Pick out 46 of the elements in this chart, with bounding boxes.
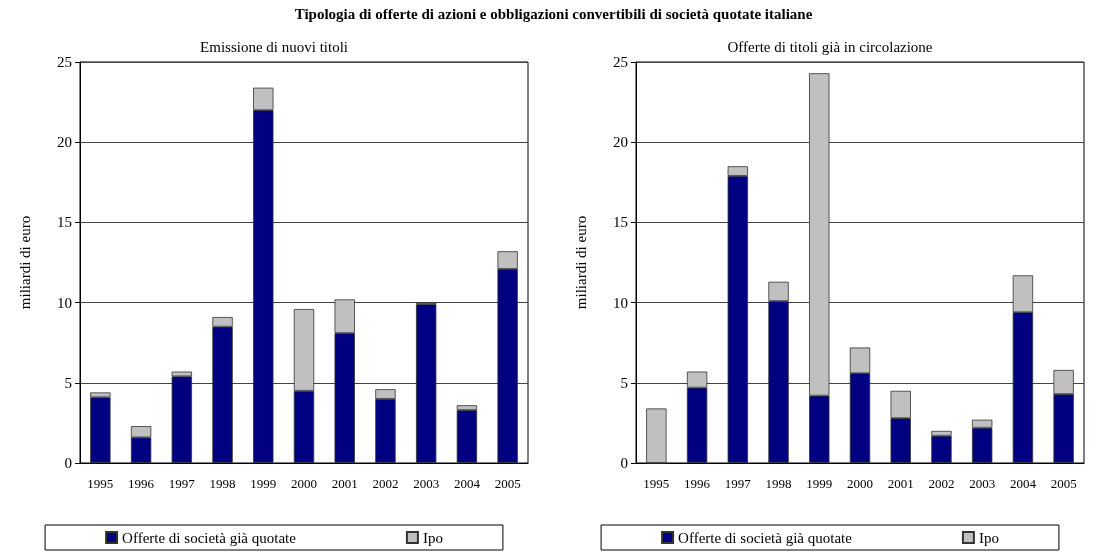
- y-tick-label: 20: [57, 134, 72, 151]
- x-tick-label: 2005: [1050, 476, 1077, 491]
- x-tick-label: 2004: [453, 476, 481, 491]
- chart-subtitle: Emissione di nuovi titoli: [200, 38, 348, 55]
- y-tick-label: 5: [620, 374, 628, 391]
- y-axis-title: miliardi di euro: [16, 215, 33, 310]
- x-tick-label: 2000: [291, 476, 317, 491]
- x-tick-label: 2002: [928, 476, 955, 491]
- x-tick-label: 1995: [87, 476, 114, 491]
- bar: [416, 304, 437, 463]
- y-tick-label: 0: [64, 455, 72, 471]
- x-tick-label: 2001: [887, 476, 914, 491]
- x-tick-label: 2005: [494, 476, 521, 491]
- legend-label: Ipo: [978, 529, 999, 546]
- y-tick-label: 5: [64, 374, 72, 391]
- y-tick-label: 10: [57, 294, 72, 311]
- y-tick-label: 15: [57, 214, 72, 231]
- x-tick-label: 2003: [969, 476, 996, 491]
- y-tick-label: 25: [57, 54, 72, 70]
- y-tick-label: 10: [613, 294, 628, 311]
- x-tick-label: 1999: [250, 476, 277, 491]
- x-tick-label: 1998: [765, 476, 792, 491]
- x-tick-label: 2004: [1009, 476, 1037, 491]
- x-tick-label: 1996: [128, 476, 155, 491]
- x-tick-label: 1998: [209, 476, 236, 491]
- y-axis-title: miliardi di euro: [572, 215, 589, 310]
- y-tick-label: 20: [613, 134, 628, 151]
- x-tick-label: 1997: [168, 476, 196, 491]
- y-tick-label: 0: [620, 455, 628, 471]
- x-tick-label: 2001: [331, 476, 358, 491]
- bar: [646, 408, 667, 463]
- x-tick-label: 2000: [847, 476, 873, 491]
- y-tick-label: 15: [613, 214, 628, 231]
- legend-label: Offerte di società già quotate: [122, 529, 297, 546]
- legend-label: Ipo: [422, 529, 443, 546]
- x-tick-label: 1996: [684, 476, 711, 491]
- y-tick-label: 25: [613, 54, 628, 70]
- x-tick-label: 1995: [643, 476, 670, 491]
- chart-title: Tipologia di offerte di azioni e obbligazioni convertibili di società quotate italiane: [293, 6, 814, 23]
- legend-label: Offerte di società già quotate: [678, 529, 853, 546]
- bar: [931, 435, 952, 463]
- chart-subtitle: Offerte di titoli già in circolazione: [727, 38, 933, 55]
- x-tick-label: 1997: [724, 476, 752, 491]
- x-tick-label: 2002: [372, 476, 399, 491]
- x-tick-label: 1999: [806, 476, 833, 491]
- x-tick-label: 2003: [413, 476, 440, 491]
